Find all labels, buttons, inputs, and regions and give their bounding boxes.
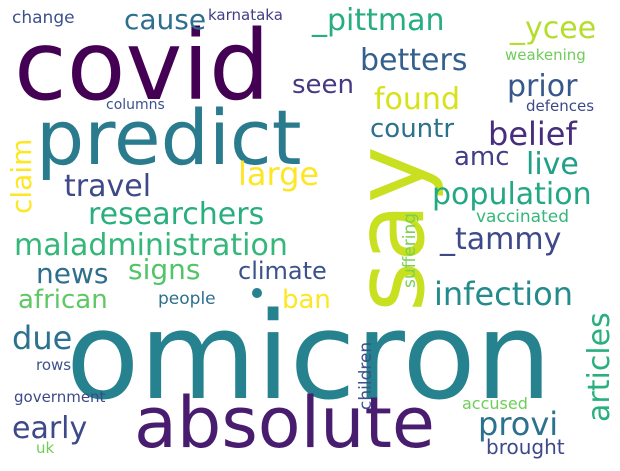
word-people: people: [158, 289, 216, 309]
word-brought: brought: [486, 435, 565, 459]
word-live: live: [526, 147, 579, 182]
word-children: children: [356, 341, 376, 410]
word-large: large: [238, 155, 320, 193]
word-belief: belief: [488, 115, 577, 153]
word-early: early: [12, 411, 88, 446]
word-ycee: _ycee: [510, 11, 597, 46]
word-articles: articles: [582, 312, 617, 422]
word-amc: amc: [454, 142, 510, 172]
word-african: african: [18, 285, 108, 315]
word-found: found: [374, 82, 460, 117]
word-say: say: [334, 146, 446, 312]
word-researchers: researchers: [88, 197, 265, 232]
word-climate: climate: [238, 257, 327, 285]
word-rows: rows: [36, 356, 72, 374]
word-government: government: [14, 388, 106, 406]
word-defences: defences: [526, 97, 595, 115]
word-cause: cause: [124, 3, 207, 36]
word-countr: countr: [370, 114, 455, 144]
word-covid: covid: [14, 10, 270, 122]
word-prior: prior: [507, 69, 578, 104]
word-tammy: _tammy: [440, 222, 562, 257]
word-seen: seen: [292, 70, 355, 100]
word-uk: uk: [36, 439, 55, 457]
word-change: change: [12, 8, 75, 28]
word-omicron: omicron: [66, 288, 552, 427]
word-betters: betters: [360, 43, 468, 78]
word-travel: travel: [64, 169, 152, 204]
word-columns: columns: [106, 97, 165, 113]
word-vaccinated: vaccinated: [476, 207, 570, 227]
word-signs: signs: [128, 253, 201, 286]
word-pittman: _pittman: [312, 3, 445, 38]
word-predict: predict: [36, 93, 302, 182]
word-weakening: weakening: [505, 46, 586, 64]
word-claim: claim: [5, 138, 38, 214]
word-due: due: [12, 319, 73, 357]
word-ban: ban: [282, 285, 331, 315]
word-provi: provi: [478, 405, 559, 443]
word-absolute: absolute: [134, 382, 435, 464]
word-karnataka: karnataka: [208, 6, 283, 24]
word-accused: accused: [462, 394, 528, 413]
word-suffering: suffering: [400, 212, 420, 288]
word-population: population: [432, 177, 592, 212]
dot-mark: [252, 288, 262, 298]
word-news: news: [36, 257, 109, 290]
word-maladministration: maladministration: [14, 228, 288, 263]
word-infection: infection: [434, 275, 574, 313]
